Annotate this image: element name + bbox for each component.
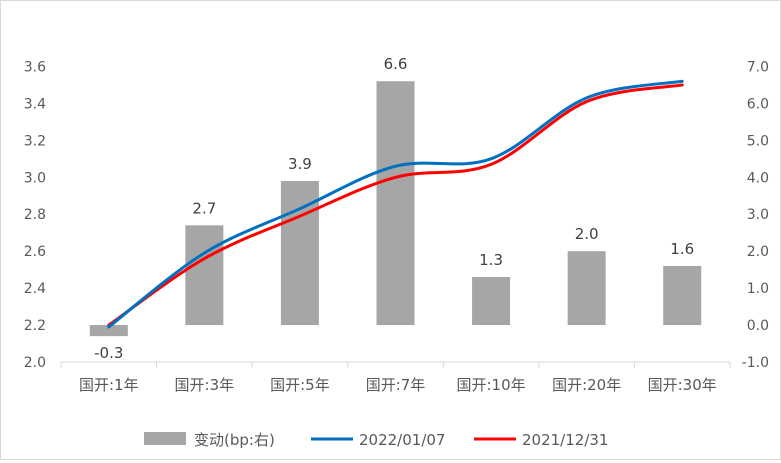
bar — [89, 325, 128, 337]
bar-data-label: -0.3 — [94, 344, 123, 362]
bar — [376, 81, 415, 326]
y-right-tick-label: 2.0 — [747, 244, 769, 260]
y-right-tick-label: 7.0 — [747, 59, 769, 75]
y-right-tick-label: 6.0 — [747, 96, 769, 112]
x-tick-label: 国开:20年 — [552, 376, 621, 394]
y-left-tick-label: 2.6 — [24, 244, 46, 260]
y-left-tick-label: 2.0 — [24, 355, 46, 371]
y-right-tick-label: 3.0 — [747, 207, 769, 223]
bar — [567, 251, 606, 326]
series-line-20211231 — [107, 83, 684, 327]
y-right-tick-label: 5.0 — [747, 133, 769, 149]
y-left-tick-label: 3.0 — [24, 170, 46, 186]
x-tick-label: 国开:5年 — [270, 376, 330, 394]
y-right-tick-label: 0.0 — [747, 318, 769, 334]
x-tick-label: 国开:10年 — [456, 376, 525, 394]
x-tick-label: 国开:1年 — [79, 376, 139, 394]
y-right-tick-label: 4.0 — [747, 170, 769, 186]
bar-data-label: 2.0 — [575, 225, 599, 243]
legend-label: 2021/12/31 — [522, 431, 608, 449]
y-left-tick-label: 3.2 — [24, 133, 46, 149]
bar-data-label: 3.9 — [288, 155, 312, 173]
bar — [280, 180, 319, 326]
bar-data-label: 6.6 — [384, 55, 408, 73]
bar — [185, 225, 224, 326]
bar-data-label: 2.7 — [192, 199, 216, 217]
legend-label: 变动(bp:右) — [194, 431, 275, 449]
legend-label: 2022/01/07 — [359, 431, 445, 449]
series-line-20220107 — [107, 79, 684, 329]
x-tick-label: 国开:30年 — [648, 376, 717, 394]
x-tick-label: 国开:3年 — [175, 376, 235, 394]
y-left-tick-label: 3.6 — [24, 59, 46, 75]
y-left-tick-label: 2.8 — [24, 207, 46, 223]
bar — [472, 277, 511, 326]
y-left-tick-label: 2.4 — [24, 281, 46, 297]
bar-data-label: 1.3 — [479, 251, 503, 269]
legend-swatch-bar — [144, 432, 186, 445]
x-tick-label: 国开:7年 — [366, 376, 426, 394]
bar — [663, 265, 702, 326]
y-right-tick-label: -1.0 — [742, 355, 769, 371]
y-right-tick-label: 1.0 — [747, 281, 769, 297]
y-left-tick-label: 3.4 — [24, 96, 46, 112]
y-left-tick-label: 2.2 — [24, 318, 46, 334]
bar-data-label: 1.6 — [670, 240, 694, 258]
